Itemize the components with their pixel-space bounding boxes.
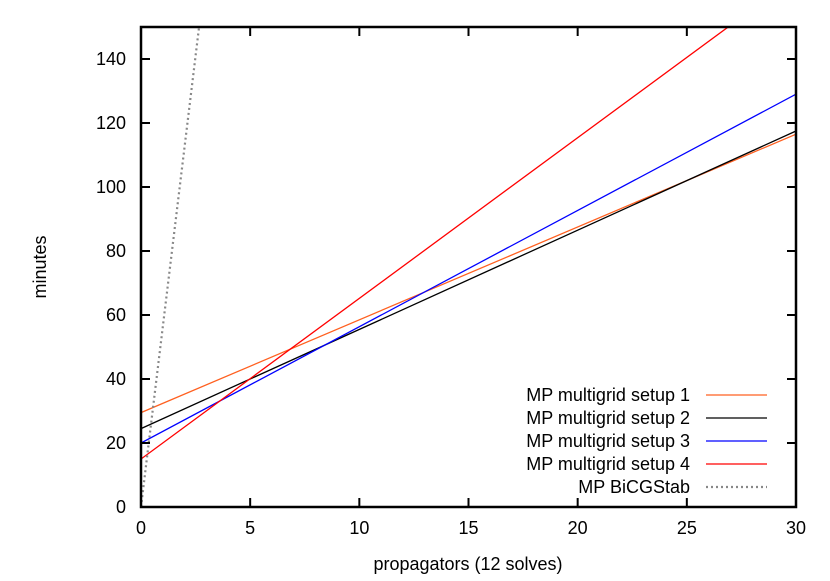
series-line-4 xyxy=(141,27,730,460)
y-tick-label: 40 xyxy=(106,369,126,389)
y-tick-label: 20 xyxy=(106,433,126,453)
x-tick-label: 10 xyxy=(349,518,369,538)
y-axis-label: minutes xyxy=(30,235,50,298)
series-line-3 xyxy=(141,93,796,444)
series-line-2 xyxy=(141,130,796,430)
y-tick-label: 140 xyxy=(96,49,126,69)
x-tick-label: 30 xyxy=(786,518,806,538)
y-tick-label: 120 xyxy=(96,113,126,133)
legend: MP multigrid setup 1 MP multigrid setup 2… xyxy=(526,385,767,497)
x-tick-label: 5 xyxy=(245,518,255,538)
y-tick-label: 100 xyxy=(96,177,126,197)
y-tick-label: 60 xyxy=(106,305,126,325)
legend-label-3: MP multigrid setup 3 xyxy=(526,431,690,451)
series-line-5 xyxy=(141,27,201,507)
axes: 0 5 10 15 20 25 30 0 20 40 60 80 100 120 140 xyxy=(96,25,806,538)
legend-label-4: MP multigrid setup 4 xyxy=(526,454,690,474)
x-tick-label: 20 xyxy=(568,518,588,538)
x-axis-label: propagators (12 solves) xyxy=(373,554,562,574)
y-tick-label: 80 xyxy=(106,241,126,261)
legend-label-2: MP multigrid setup 2 xyxy=(526,408,690,428)
x-tick-label: 25 xyxy=(677,518,697,538)
x-tick-label: 0 xyxy=(136,518,146,538)
legend-label-1: MP multigrid setup 1 xyxy=(526,385,690,405)
x-tick-label: 15 xyxy=(458,518,478,538)
y-tick-label: 0 xyxy=(116,497,126,517)
series-layer xyxy=(141,27,796,507)
plot-border xyxy=(139,25,798,509)
legend-label-5: MP BiCGStab xyxy=(578,477,690,497)
